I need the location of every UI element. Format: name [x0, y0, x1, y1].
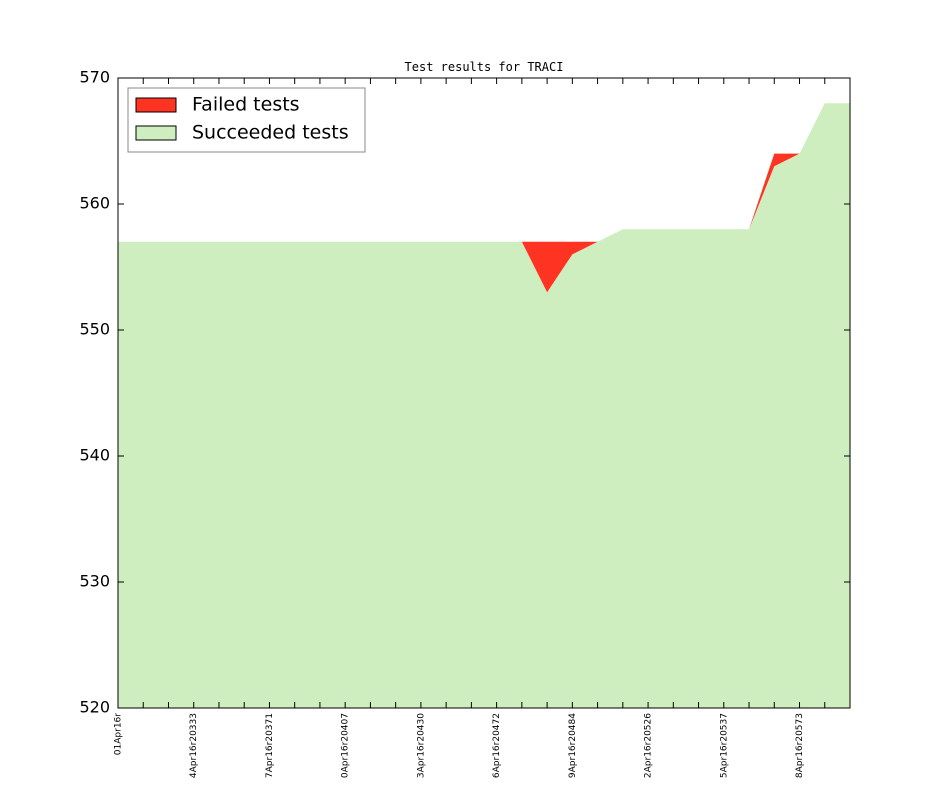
y-tick-label: 570 — [79, 68, 110, 87]
x-tick-label: 2Apr16r20526 — [644, 713, 654, 778]
legend-label: Failed tests — [192, 94, 300, 116]
chart-title: Test results for TRACI — [405, 60, 564, 74]
y-tick-label: 540 — [79, 446, 110, 465]
y-tick-label: 530 — [79, 572, 110, 591]
y-tick-label: 520 — [79, 698, 110, 717]
area — [118, 103, 850, 708]
legend-label: Succeeded tests — [192, 122, 349, 144]
legend-swatch — [135, 125, 177, 141]
x-tick-label: 0Apr16r20407 — [341, 713, 351, 778]
x-tick-label: 01Apr16r — [114, 713, 124, 755]
plot-frame — [117, 77, 851, 709]
x-tick-label: 4Apr16r20333 — [189, 713, 199, 778]
x-tick-label: 6Apr16r20472 — [492, 713, 502, 778]
x-tick-label: 3Apr16r20430 — [416, 713, 426, 778]
legend-swatch — [135, 97, 177, 113]
legend: Failed tests Succeeded tests — [127, 87, 366, 153]
x-tick-label: 9Apr16r20484 — [568, 713, 578, 778]
y-tick-label: 550 — [79, 320, 110, 339]
x-tick-label: 7Apr16r20371 — [265, 713, 275, 778]
x-tick-label: 8Apr16r20573 — [795, 713, 805, 778]
x-tick-label: 5Apr16r20537 — [719, 713, 729, 778]
y-tick-label: 560 — [79, 194, 110, 213]
